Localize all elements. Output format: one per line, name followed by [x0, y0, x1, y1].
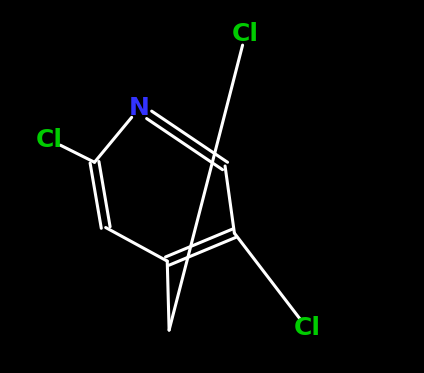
Text: N: N — [129, 96, 150, 120]
Text: Cl: Cl — [36, 128, 63, 152]
Text: Cl: Cl — [293, 316, 321, 340]
Text: Cl: Cl — [232, 22, 259, 46]
